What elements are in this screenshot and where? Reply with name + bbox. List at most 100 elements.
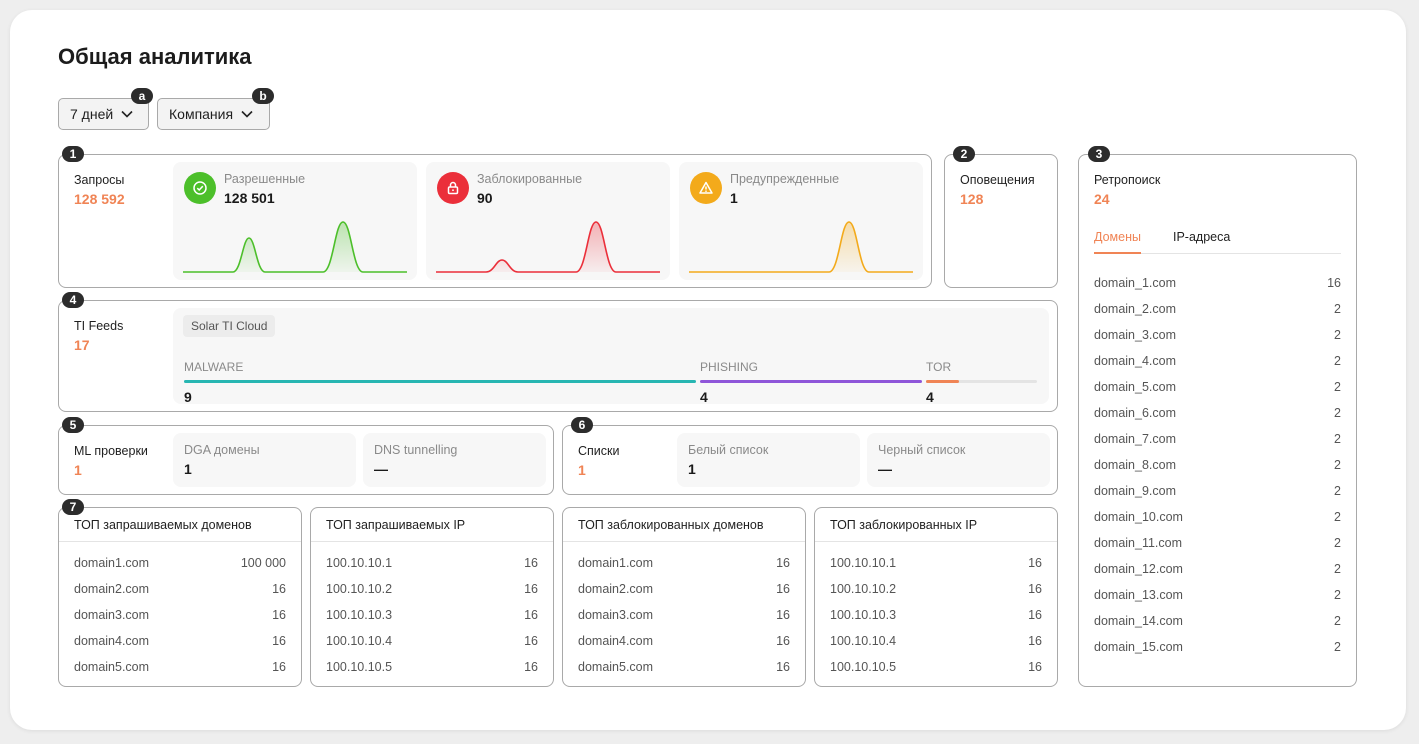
table-row[interactable]: domain1.com 100 000 xyxy=(74,550,286,576)
tor-value: 4 xyxy=(926,389,934,405)
table-row[interactable]: 100.10.10.5 16 xyxy=(326,654,538,680)
table-row[interactable]: 100.10.10.2 16 xyxy=(326,576,538,602)
table-row[interactable]: domain3.com 16 xyxy=(74,602,286,628)
table-row[interactable]: 100.10.10.1 16 xyxy=(830,550,1042,576)
retro-row[interactable]: domain_7.com 2 xyxy=(1094,426,1341,452)
table-row-name: 100.10.10.1 xyxy=(830,556,897,570)
warned-label: Предупрежденные xyxy=(730,172,840,186)
table-row-count: 16 xyxy=(272,634,286,648)
retro-row[interactable]: domain_12.com 2 xyxy=(1094,556,1341,582)
table-row[interactable]: 100.10.10.4 16 xyxy=(326,628,538,654)
top-table-title: ТОП заблокированных доменов xyxy=(578,518,764,532)
top-table-rows: domain1.com 100 000 domain2.com 16 domain3.c… xyxy=(74,550,286,680)
table-row[interactable]: domain3.com 16 xyxy=(578,602,790,628)
table-row[interactable]: 100.10.10.3 16 xyxy=(326,602,538,628)
allowed-card[interactable]: Разрешенные 128 501 xyxy=(173,162,417,280)
table-row-count: 100 000 xyxy=(240,556,286,570)
retro-row[interactable]: domain_10.com 2 xyxy=(1094,504,1341,530)
tab-domains-underline xyxy=(1094,252,1141,254)
retro-row[interactable]: domain_3.com 2 xyxy=(1094,322,1341,348)
retro-row-count: 2 xyxy=(1334,380,1341,394)
retro-row-name: domain_9.com xyxy=(1094,484,1176,498)
table-row-count: 16 xyxy=(776,582,790,596)
retro-value: 24 xyxy=(1094,191,1110,207)
table-row[interactable]: domain5.com 16 xyxy=(74,654,286,680)
feeds-card: Solar TI Cloud MALWARE 9 PHISHING 4 TOR … xyxy=(173,308,1049,405)
company-dropdown[interactable]: Компания xyxy=(157,98,270,130)
table-row[interactable]: domain4.com 16 xyxy=(74,628,286,654)
lists-value: 1 xyxy=(578,462,586,478)
retro-row-name: domain_7.com xyxy=(1094,432,1176,446)
blocked-sparkline xyxy=(436,221,660,273)
marker-3: 3 xyxy=(1088,146,1110,162)
top-table: ТОП запрашиваемых доменов domain1.com 100… xyxy=(58,507,302,687)
retro-row[interactable]: domain_15.com 2 xyxy=(1094,634,1341,660)
dns-tunnelling-value: — xyxy=(374,461,388,477)
source-tag[interactable]: Solar TI Cloud xyxy=(183,315,276,337)
blocked-card[interactable]: Заблокированные 90 xyxy=(426,162,670,280)
malware-label: MALWARE xyxy=(184,360,244,374)
retro-row-name: domain_12.com xyxy=(1094,562,1183,576)
whitelist-label: Белый список xyxy=(688,443,769,457)
retro-row[interactable]: domain_4.com 2 xyxy=(1094,348,1341,374)
retro-row[interactable]: domain_6.com 2 xyxy=(1094,400,1341,426)
dga-value: 1 xyxy=(184,461,192,477)
tor-bar-fill xyxy=(926,380,960,383)
allowed-label: Разрешенные xyxy=(224,172,306,186)
alerts-panel[interactable] xyxy=(944,154,1058,288)
dashboard-canvas: Общая аналитика 7 дней a Компания b 1 За… xyxy=(10,10,1406,730)
top-table-title: ТОП заблокированных IP xyxy=(830,518,978,532)
table-row-name: 100.10.10.4 xyxy=(830,634,897,648)
retro-row-count: 2 xyxy=(1334,458,1341,472)
table-row-count: 16 xyxy=(1028,556,1042,570)
table-row[interactable]: 100.10.10.5 16 xyxy=(830,654,1042,680)
table-row[interactable]: 100.10.10.4 16 xyxy=(830,628,1042,654)
table-row[interactable]: domain2.com 16 xyxy=(578,576,790,602)
retro-row[interactable]: domain_1.com 16 xyxy=(1094,270,1341,296)
tab-domains[interactable]: Домены xyxy=(1094,230,1141,244)
warned-card[interactable]: Предупрежденные 1 xyxy=(679,162,923,280)
blacklist-card[interactable]: Черный список — xyxy=(867,433,1050,487)
table-row-count: 16 xyxy=(524,634,538,648)
top-table-title: ТОП запрашиваемых доменов xyxy=(74,518,252,532)
top-table-rows: 100.10.10.1 16 100.10.10.2 16 100.10.10.3 16 1… xyxy=(830,550,1042,680)
retro-row-name: domain_14.com xyxy=(1094,614,1183,628)
retro-row[interactable]: domain_2.com 2 xyxy=(1094,296,1341,322)
table-row-count: 16 xyxy=(524,556,538,570)
table-row-name: 100.10.10.3 xyxy=(326,608,393,622)
table-row[interactable]: domain4.com 16 xyxy=(578,628,790,654)
retro-row[interactable]: domain_14.com 2 xyxy=(1094,608,1341,634)
table-row-count: 16 xyxy=(272,608,286,622)
retro-row[interactable]: domain_5.com 2 xyxy=(1094,374,1341,400)
period-dropdown[interactable]: 7 дней xyxy=(58,98,149,130)
table-row-count: 16 xyxy=(524,660,538,674)
alerts-label: Оповещения xyxy=(960,173,1035,187)
feeds-label: TI Feeds xyxy=(74,319,124,333)
table-row-name: domain2.com xyxy=(74,582,150,596)
blacklist-value: — xyxy=(878,461,892,477)
whitelist-card[interactable]: Белый список 1 xyxy=(677,433,860,487)
table-row[interactable]: 100.10.10.1 16 xyxy=(326,550,538,576)
table-row[interactable]: domain1.com 16 xyxy=(578,550,790,576)
retro-row[interactable]: domain_13.com 2 xyxy=(1094,582,1341,608)
retro-row[interactable]: domain_8.com 2 xyxy=(1094,452,1341,478)
table-row[interactable]: domain5.com 16 xyxy=(578,654,790,680)
retro-row[interactable]: domain_11.com 2 xyxy=(1094,530,1341,556)
retro-label: Ретропоиск xyxy=(1094,173,1161,187)
table-row[interactable]: domain2.com 16 xyxy=(74,576,286,602)
table-row-count: 16 xyxy=(1028,582,1042,596)
whitelist-value: 1 xyxy=(688,461,696,477)
table-row-name: 100.10.10.4 xyxy=(326,634,393,648)
table-row-name: 100.10.10.5 xyxy=(326,660,393,674)
marker-2: 2 xyxy=(953,146,975,162)
retro-row[interactable]: domain_9.com 2 xyxy=(1094,478,1341,504)
dga-card[interactable]: DGA домены 1 xyxy=(173,433,356,487)
table-row-count: 16 xyxy=(1028,634,1042,648)
top-table-rows: 100.10.10.1 16 100.10.10.2 16 100.10.10.3 16 1… xyxy=(326,550,538,680)
ml-value: 1 xyxy=(74,462,82,478)
table-row[interactable]: 100.10.10.3 16 xyxy=(830,602,1042,628)
dns-tunnelling-card[interactable]: DNS tunnelling — xyxy=(363,433,546,487)
tab-ip[interactable]: IP-адреса xyxy=(1173,230,1231,244)
top-table: ТОП заблокированных IP 100.10.10.1 16 100.… xyxy=(814,507,1058,687)
table-row[interactable]: 100.10.10.2 16 xyxy=(830,576,1042,602)
